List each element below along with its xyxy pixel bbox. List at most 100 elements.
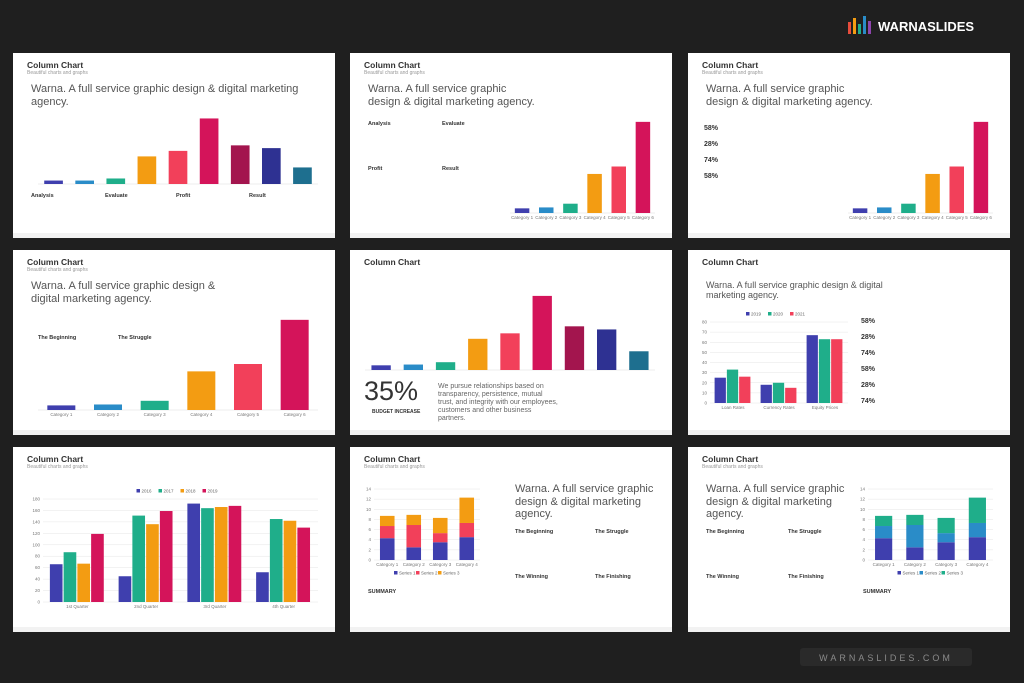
slide[interactable]: 0 2 4 6 8 10 12 14 Category 1 Category 2 Category … — [688, 447, 1010, 632]
x-tick-label: Category 5 — [946, 215, 969, 220]
x-tick-label: Category 3 — [144, 412, 167, 417]
bar — [214, 507, 228, 602]
x-tick-label: Category 4 — [584, 215, 607, 220]
legend-swatch — [919, 571, 923, 575]
slide-canvas: 0 10 20 30 40 50 60 70 80 Loan Rates Currency Rate… — [688, 312, 1010, 435]
legend-label: Series 3 — [947, 571, 964, 576]
slide[interactable]: Column Chart 35% BUDGET INCREASE We pursue … — [350, 250, 672, 435]
y-tick-label: 8 — [862, 517, 865, 522]
slide-label: 58% — [861, 318, 876, 325]
x-tick-label: Category 3 — [897, 215, 920, 220]
bar — [852, 208, 868, 213]
footer-url: WARNASLIDES.COM — [819, 653, 953, 663]
bar — [77, 563, 91, 602]
slide-canvas: 0 2 4 6 8 10 12 14 Category 1 Category 2 Category … — [688, 487, 1010, 632]
bar — [785, 387, 797, 403]
bar — [168, 150, 188, 184]
slide-label: 58% — [704, 173, 719, 180]
slide-label: The Finishing — [788, 574, 824, 580]
slide-label: The Winning — [706, 574, 739, 580]
bar-segment — [906, 547, 924, 560]
slide[interactable]: Column Chart Beautiful charts and graphs W… — [13, 53, 335, 238]
brand-name: WARNASLIDES — [878, 19, 974, 34]
legend-label: Series 1 — [903, 571, 920, 576]
bar-segment — [432, 542, 448, 560]
y-tick-label: 8 — [368, 517, 371, 522]
bar-segment — [406, 525, 422, 548]
bar — [44, 180, 63, 184]
y-tick-label: 80 — [35, 554, 41, 559]
x-tick-label: Category 4 — [456, 562, 479, 567]
legend-label: 2017 — [164, 489, 175, 494]
slide-label: The Struggle — [788, 529, 822, 535]
x-tick-label: Equity Prices — [812, 405, 839, 410]
slide[interactable]: 0 2 4 6 8 10 12 14 Category 1 Category 2 Category … — [350, 447, 672, 632]
slide-heading: Warna. A full service graphic design & d… — [31, 83, 299, 108]
bar — [539, 207, 554, 213]
slide-title: Column Chart — [702, 257, 759, 267]
y-tick-label: 50 — [702, 350, 708, 355]
x-tick-label: Category 4 — [966, 562, 989, 567]
y-tick-label: 2 — [368, 547, 371, 552]
bar — [137, 156, 157, 184]
y-tick-label: 0 — [37, 600, 40, 605]
legend-swatch — [180, 489, 184, 493]
slide[interactable]: 0 20 40 60 80 100 120 140 160 180 1st Quarter 2nd Q… — [13, 447, 335, 632]
bar — [293, 167, 312, 184]
x-tick-label: 1st Quarter — [66, 604, 89, 609]
bar — [146, 524, 159, 602]
legend-label: 2021 — [795, 312, 806, 317]
slide-heading: Warna. A full service graphic design & d… — [706, 280, 883, 301]
bar-segment — [459, 522, 475, 538]
bar — [714, 377, 726, 403]
y-tick-label: 2 — [862, 547, 865, 552]
x-tick-label: Category 1 — [511, 215, 534, 220]
x-tick-label: Category 1 — [50, 412, 73, 417]
slide-label: The Beginning — [38, 335, 77, 341]
bar — [187, 503, 201, 602]
slide-label: We pursue relationships based on transpa… — [438, 383, 558, 423]
bar-segment — [906, 525, 924, 548]
slide-label: BUDGET INCREASE — [372, 409, 421, 415]
y-tick-label: 20 — [35, 588, 41, 593]
slide-subtitle: Beautiful charts and graphs — [702, 70, 763, 76]
legend-swatch — [790, 312, 794, 316]
slide-label: 74% — [861, 398, 876, 405]
y-tick-label: 40 — [702, 360, 708, 365]
bar — [118, 576, 132, 602]
legend-label: Series 1 — [399, 571, 416, 576]
bar-segment — [906, 514, 924, 526]
x-tick-label: Category 2 — [403, 562, 426, 567]
x-tick-label: Category 3 — [429, 562, 452, 567]
bar-segment — [379, 515, 395, 527]
slide[interactable]: Category 1 Category 2 Category 3 Category 4… — [13, 250, 335, 435]
x-tick-label: Category 2 — [97, 412, 120, 417]
slide[interactable]: 0 10 20 30 40 50 60 70 80 Loan Rates Currency Rate… — [688, 250, 1010, 435]
slide-heading: Warna. A full service graphic design & d… — [515, 483, 654, 521]
bar — [514, 208, 530, 213]
slide-subtitle: Beautiful charts and graphs — [27, 267, 88, 273]
bar — [199, 118, 219, 184]
legend-swatch — [438, 571, 442, 575]
bar — [468, 338, 488, 370]
bar — [772, 382, 785, 403]
y-tick-label: 4 — [368, 537, 371, 542]
slide-label: Profit — [368, 166, 383, 172]
bar — [297, 527, 311, 602]
bar-segment — [968, 537, 986, 560]
x-tick-label: Category 4 — [922, 215, 945, 220]
bar-segment — [875, 526, 893, 539]
bar — [47, 405, 76, 410]
slide[interactable]: Category 1 Category 2 Category 3 Category 4… — [688, 53, 1010, 238]
slide[interactable]: Category 1 Category 2 Category 3 Category 4… — [350, 53, 672, 238]
logo-icon — [848, 16, 871, 34]
y-tick-label: 60 — [702, 340, 708, 345]
legend-label: Series 2 — [925, 571, 942, 576]
slide-label: Evaluate — [105, 193, 128, 199]
bar — [739, 376, 751, 403]
x-tick-label: Category 6 — [970, 215, 993, 220]
bar — [597, 329, 617, 370]
y-tick-label: 6 — [368, 527, 371, 532]
bar — [269, 519, 283, 602]
